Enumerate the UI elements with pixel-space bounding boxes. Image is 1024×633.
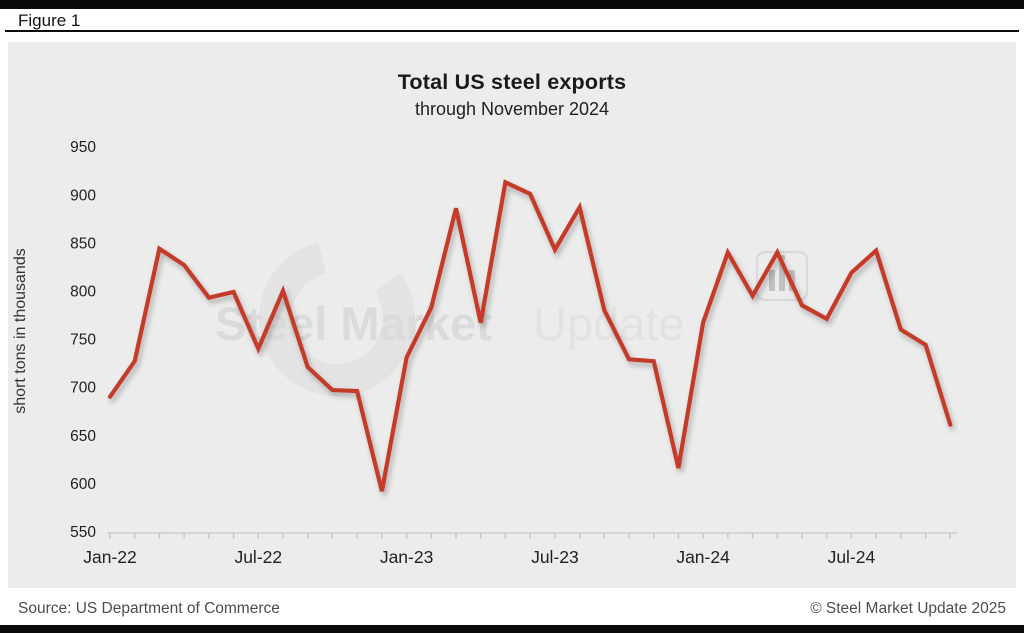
- copyright-note: © Steel Market Update 2025: [810, 600, 1006, 617]
- x-tick-label: Jul-22: [234, 547, 282, 567]
- top-border-bar: [0, 0, 1024, 9]
- y-tick-label: 800: [70, 284, 96, 301]
- x-tick-label: Jan-23: [380, 547, 434, 567]
- data-line: [107, 179, 953, 492]
- y-tick-label: 850: [70, 235, 96, 252]
- y-axis-labels: 950 900 850 800 750 700 650 600 550: [70, 139, 96, 541]
- x-tick-label: Jul-23: [531, 547, 579, 567]
- chart-panel: Total US steel exports through November …: [8, 42, 1016, 588]
- x-axis-labels: Jan-22 Jul-22 Jan-23 Jul-23 Jan-24 Jul-24: [83, 547, 875, 567]
- x-axis: [107, 532, 957, 539]
- watermark: Steel Market Update: [215, 240, 809, 396]
- figure-label: Figure 1: [18, 11, 81, 30]
- chart-subtitle: through November 2024: [414, 99, 610, 119]
- chart-title: Total US steel exports: [397, 70, 627, 94]
- y-tick-label: 700: [70, 380, 96, 397]
- x-tick-label: Jan-24: [676, 547, 730, 567]
- x-tick-label: Jul-24: [828, 547, 876, 567]
- source-note: Source: US Department of Commerce: [18, 600, 280, 617]
- y-tick-label: 750: [70, 332, 96, 349]
- y-tick-label: 650: [70, 428, 96, 445]
- y-tick-label: 600: [70, 476, 96, 493]
- y-tick-label: 900: [70, 187, 96, 204]
- watermark-swoosh: [259, 240, 415, 396]
- header-divider: [5, 30, 1019, 32]
- chart-canvas: Steel Market Update 950 900 850 800 750 700 650 6…: [70, 139, 957, 567]
- x-tick-label: Jan-22: [83, 547, 137, 567]
- y-tick-label: 950: [70, 139, 96, 156]
- y-tick-label: 550: [70, 524, 96, 541]
- bottom-border-bar: [0, 625, 1024, 633]
